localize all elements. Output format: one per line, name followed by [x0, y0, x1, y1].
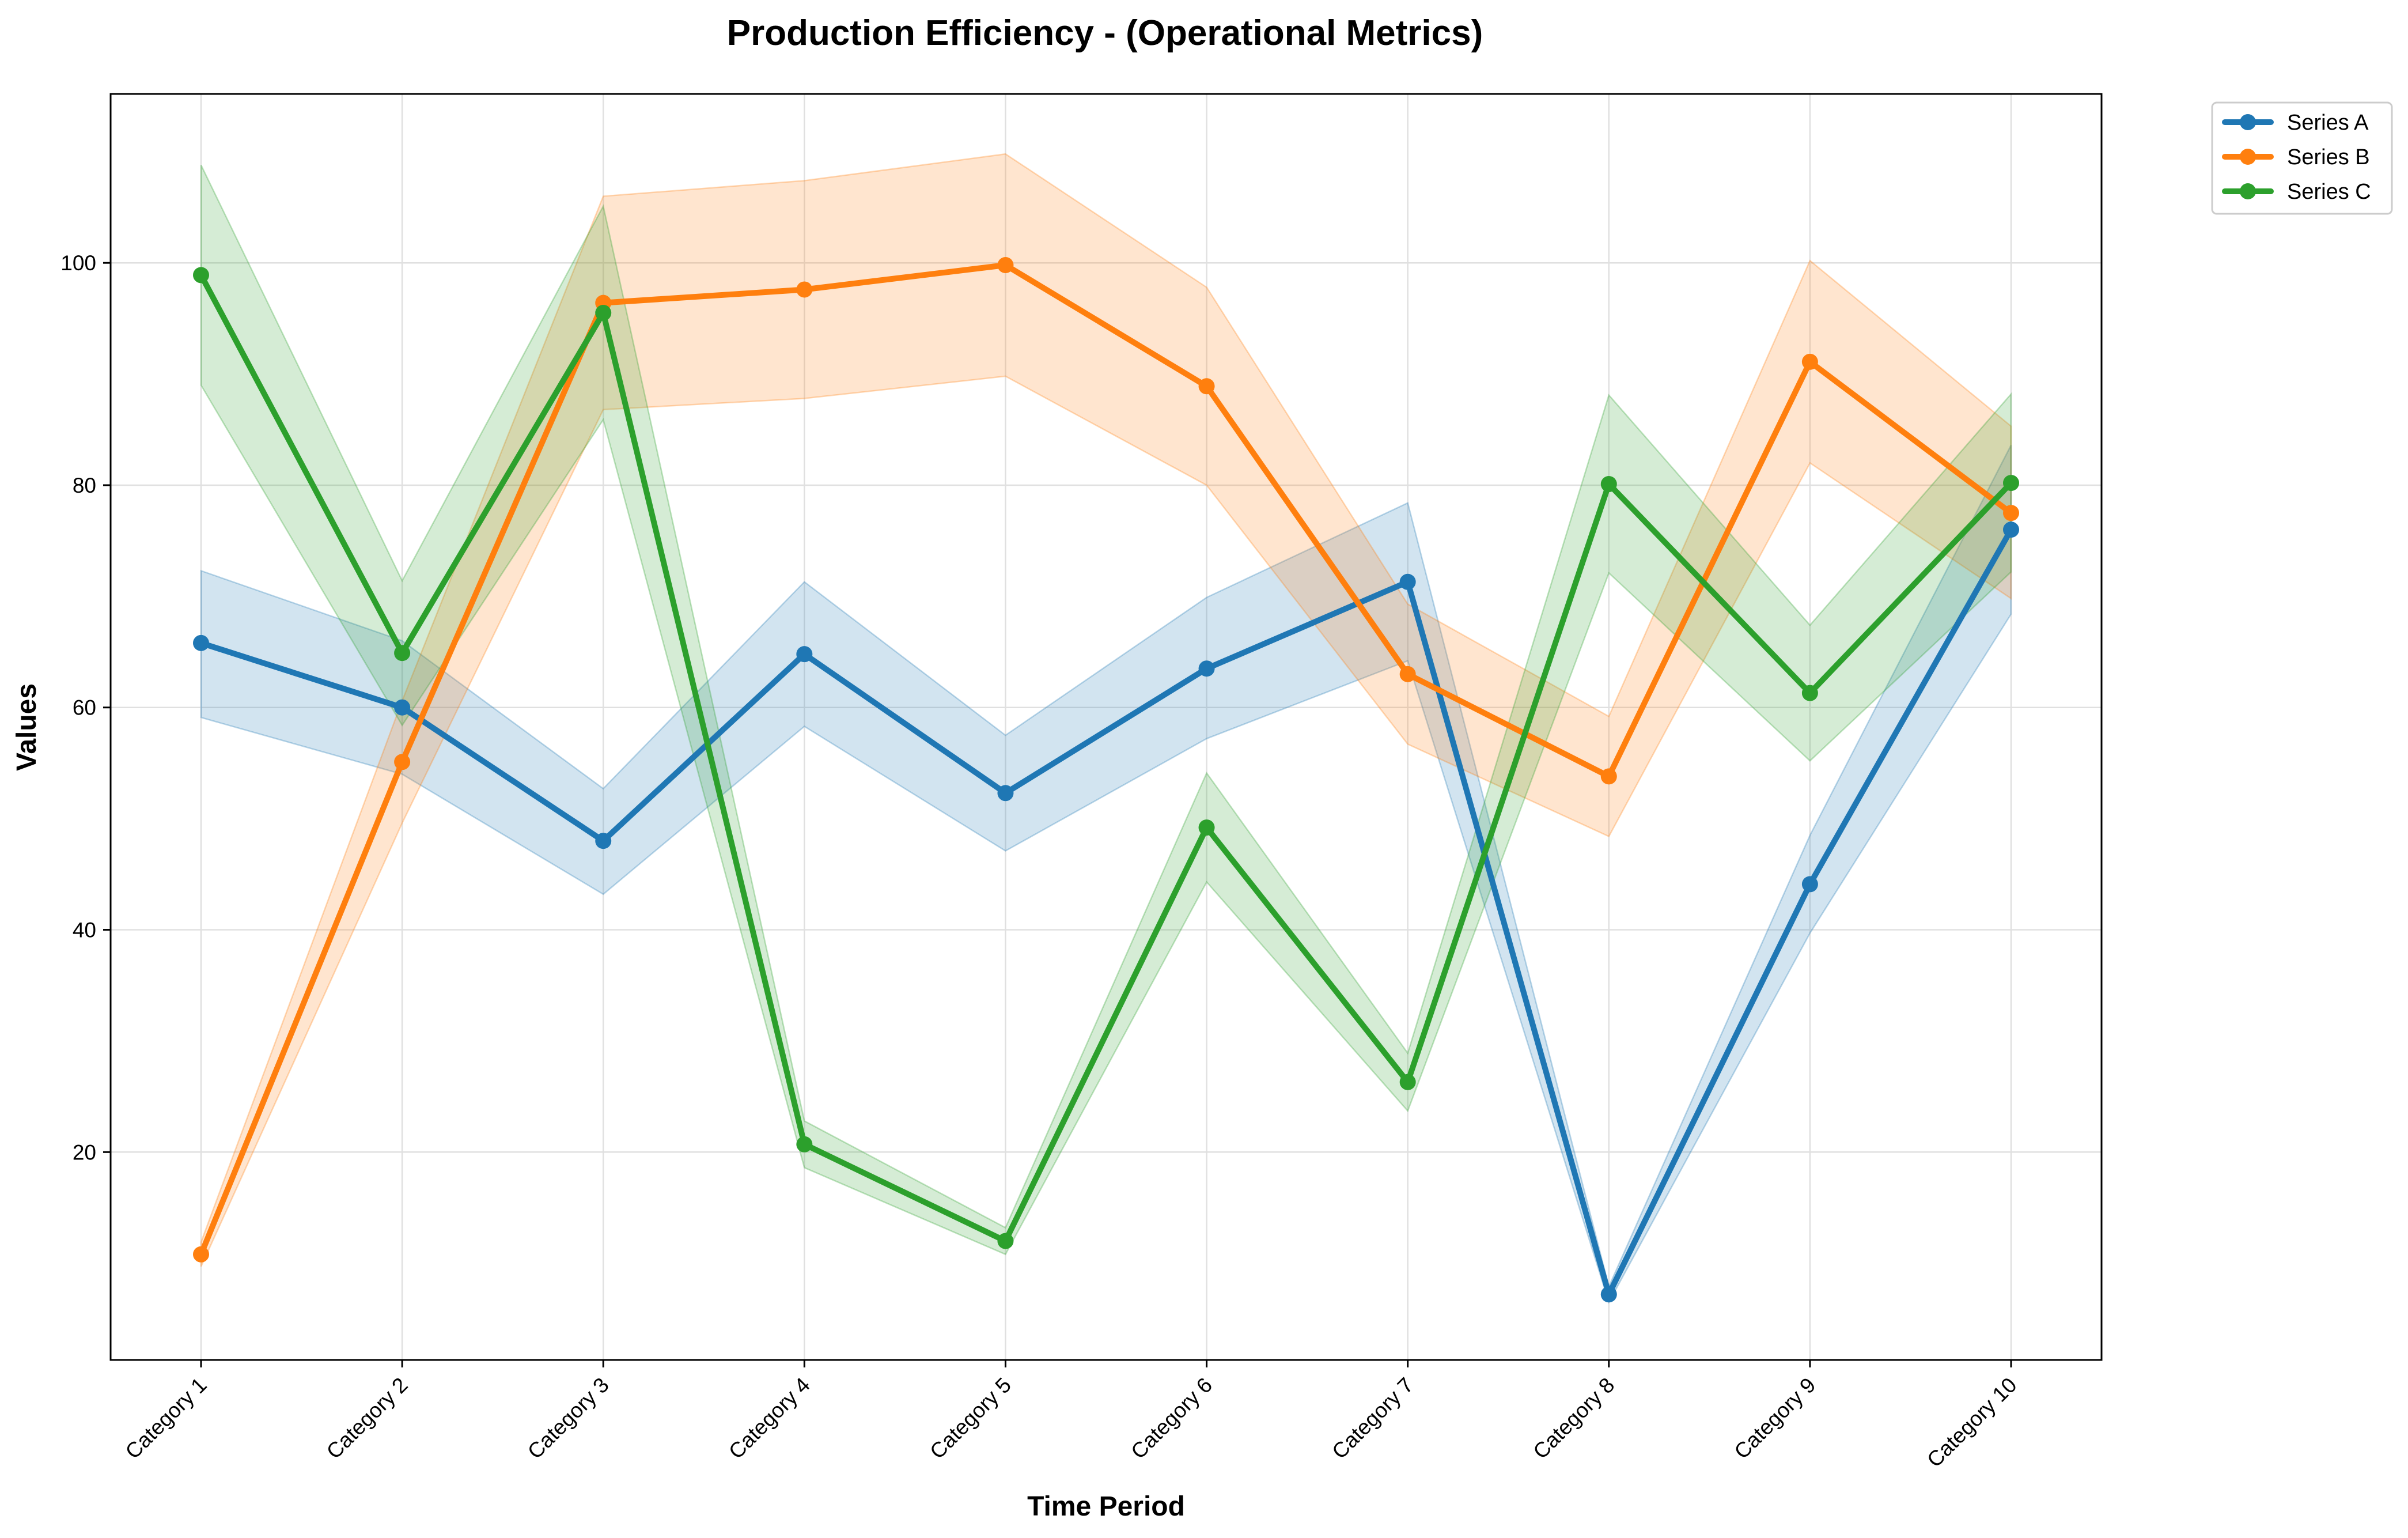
series-a-point — [796, 646, 813, 663]
confidence-bands — [200, 153, 2012, 1304]
legend-series-c-label: Series C — [2287, 180, 2371, 204]
series-a-point — [2003, 522, 2019, 538]
series-b-point — [2003, 505, 2019, 522]
series-b-point — [1801, 353, 1818, 370]
y-tick-label: 20 — [73, 1140, 96, 1164]
series-c-point — [595, 304, 612, 321]
series-b-point — [394, 754, 411, 770]
y-axis-label: Values — [12, 683, 42, 771]
series-a-point — [1600, 1286, 1617, 1303]
series-b-point — [997, 257, 1014, 274]
series-c-point — [796, 1136, 813, 1152]
series-lines — [198, 262, 2014, 1298]
grid — [111, 94, 2102, 1360]
plot-frame — [109, 93, 2103, 1361]
series-a-point — [1801, 876, 1818, 893]
series-c-point — [1198, 819, 1215, 836]
legend-frame — [2211, 101, 2393, 215]
series-b-point — [1399, 666, 1416, 682]
series-b-point — [193, 1246, 209, 1263]
legend-series-a-label: Series A — [2287, 111, 2369, 135]
series-c-point — [1399, 1074, 1416, 1090]
series-c-point — [394, 645, 411, 662]
series-b-point — [796, 281, 813, 298]
series-c-point — [2003, 475, 2019, 492]
y-axis-ticks: 20 40 60 80 100 — [60, 251, 111, 1164]
series-c-point — [193, 267, 209, 284]
series-a-point — [595, 833, 612, 849]
legend-series-b-label: Series B — [2287, 145, 2370, 169]
series-b-point — [1600, 768, 1617, 785]
series-b-band — [200, 153, 2012, 1267]
series-c-line — [198, 272, 2014, 1244]
series-c-band — [200, 164, 2012, 1256]
legend-items: Series A Series B Series C — [2222, 111, 2371, 204]
chart-title: Production Efficiency - (Operational Met… — [727, 13, 1483, 53]
legend-series-c-marker — [2240, 183, 2256, 199]
series-a-point — [1399, 573, 1416, 590]
series-c-point — [1801, 685, 1818, 701]
series-a-point — [997, 785, 1014, 802]
legend-series-a-marker — [2240, 114, 2256, 130]
y-tick-label: 40 — [73, 919, 96, 942]
legend-series-b-marker — [2240, 149, 2256, 165]
series-c-point — [997, 1233, 1014, 1249]
y-tick-label: 80 — [73, 474, 96, 497]
legend: Series A Series B Series C — [2211, 101, 2393, 215]
series-b-line — [198, 262, 2014, 1257]
series-a-point — [394, 699, 411, 716]
series-a-line — [198, 527, 2014, 1298]
x-axis-label: Time Period — [1027, 1491, 1185, 1522]
series-a-band — [200, 444, 2012, 1304]
y-tick-label: 100 — [60, 251, 96, 275]
series-a-point — [1198, 660, 1215, 677]
y-tick-label: 60 — [73, 696, 96, 720]
series-a-point — [193, 634, 209, 651]
series-b-point — [1198, 378, 1215, 395]
series-points — [193, 257, 2019, 1303]
series-c-point — [1600, 476, 1617, 493]
